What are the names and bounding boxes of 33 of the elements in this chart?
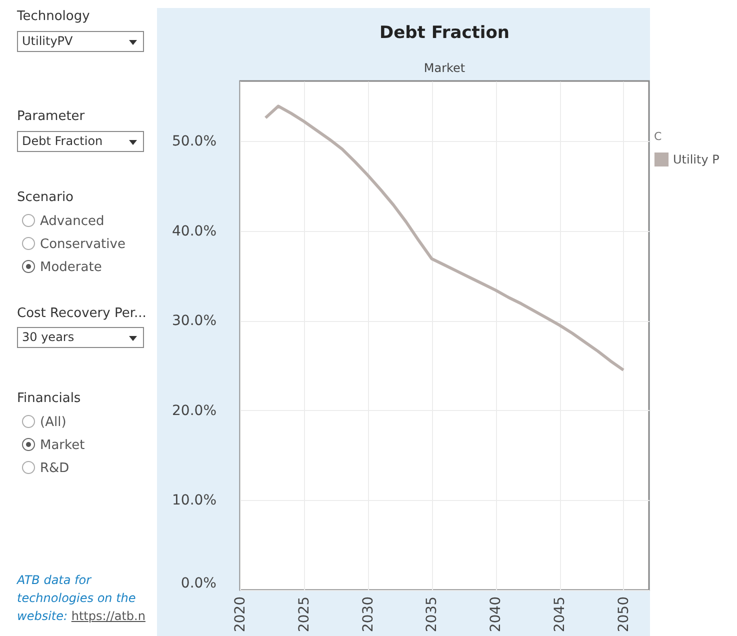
dropdown-field: UtilityPV <box>17 31 144 52</box>
y-tick-label: 30.0% <box>172 313 216 330</box>
text: Market <box>40 438 85 453</box>
y-tick-label: 50.0% <box>172 134 216 150</box>
text: Moderate <box>40 260 102 275</box>
text: Technology <box>17 9 90 24</box>
text: Scenario <box>17 190 74 205</box>
y-tick-label: 20.0% <box>172 402 216 419</box>
y-tick-label: 40.0% <box>172 223 216 240</box>
text: Cost Recovery Per... <box>17 306 146 321</box>
text: Parameter <box>17 109 85 124</box>
text: Advanced <box>40 214 104 229</box>
text: (All) <box>40 415 66 430</box>
chart-title: Debt Fraction <box>379 23 510 43</box>
text: Financials <box>17 391 81 406</box>
y-tick-label: 0.0% <box>180 576 216 592</box>
dropdown-field: Debt Fraction <box>17 131 144 152</box>
x-tick-label: 2020 <box>232 596 248 632</box>
text: https://atb.n <box>71 609 146 623</box>
y-tick-label: 10.0% <box>172 492 216 509</box>
line-series <box>264 104 625 372</box>
x-tick-label: 2030 <box>360 596 376 632</box>
chart-subtitle: Market <box>424 61 466 75</box>
x-tick-label: 2035 <box>424 596 440 632</box>
text: R&D <box>40 461 70 476</box>
x-tick-label: 2050 <box>616 596 632 632</box>
x-tick-label: 2040 <box>488 596 504 632</box>
legend-label: Utility P <box>673 152 720 166</box>
x-tick-label: 2025 <box>296 596 312 632</box>
text: Conservative <box>40 237 126 252</box>
legend-title: C <box>654 130 662 143</box>
x-tick-label: 2045 <box>552 596 568 632</box>
dropdown-field: 30 years <box>17 327 144 348</box>
